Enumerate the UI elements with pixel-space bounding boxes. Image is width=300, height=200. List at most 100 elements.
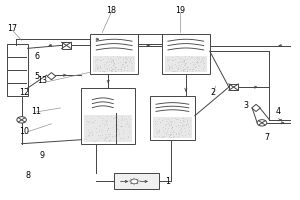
Point	[95, 67, 100, 70]
Text: 11: 11	[32, 107, 41, 116]
Point	[154, 127, 158, 130]
Point	[165, 126, 170, 130]
Point	[159, 135, 164, 138]
Point	[199, 59, 204, 62]
Point	[110, 60, 115, 63]
Point	[115, 55, 119, 58]
Point	[114, 136, 118, 139]
Point	[190, 60, 194, 63]
Point	[104, 122, 109, 126]
Point	[124, 117, 129, 120]
Point	[167, 122, 172, 125]
Point	[99, 130, 103, 133]
Point	[103, 135, 108, 138]
Point	[104, 120, 109, 123]
Point	[172, 70, 177, 73]
Point	[172, 116, 177, 119]
Point	[121, 137, 126, 140]
Point	[186, 124, 190, 127]
Point	[180, 124, 185, 127]
Point	[167, 130, 172, 133]
Point	[116, 67, 120, 70]
Point	[176, 123, 181, 126]
Point	[182, 63, 187, 66]
Point	[184, 67, 189, 70]
Point	[98, 66, 102, 69]
Point	[180, 124, 184, 127]
Point	[99, 58, 103, 62]
Point	[154, 132, 159, 135]
Point	[184, 70, 189, 73]
Point	[109, 66, 114, 69]
Point	[168, 121, 173, 124]
Point	[163, 132, 168, 136]
Point	[98, 58, 103, 61]
Point	[169, 66, 174, 69]
Point	[129, 61, 134, 64]
Point	[171, 135, 176, 138]
Point	[170, 130, 175, 133]
Point	[182, 58, 186, 62]
Point	[185, 122, 190, 126]
Point	[173, 65, 178, 68]
Point	[107, 139, 112, 143]
Point	[197, 68, 202, 72]
Point	[187, 128, 191, 131]
Point	[182, 58, 187, 61]
Point	[93, 118, 98, 121]
Point	[94, 66, 99, 69]
Point	[165, 122, 170, 125]
Point	[104, 68, 109, 71]
Point	[169, 126, 174, 129]
Point	[182, 117, 187, 121]
Point	[186, 125, 191, 128]
Point	[87, 119, 92, 122]
Point	[195, 57, 200, 61]
Circle shape	[257, 120, 267, 126]
Point	[110, 60, 115, 63]
Point	[116, 68, 121, 71]
Point	[119, 119, 124, 122]
Point	[105, 126, 110, 129]
Point	[180, 61, 185, 64]
Point	[104, 66, 109, 70]
Point	[199, 56, 204, 60]
Point	[179, 128, 184, 132]
Bar	[7, 44, 28, 96]
Point	[157, 130, 162, 134]
Point	[105, 129, 110, 132]
Point	[158, 120, 162, 124]
Point	[128, 57, 132, 61]
Point	[99, 70, 104, 73]
Point	[111, 57, 116, 60]
Point	[176, 61, 181, 64]
Point	[164, 59, 169, 63]
Point	[125, 65, 130, 68]
Point	[167, 134, 172, 137]
Point	[97, 134, 102, 137]
Point	[113, 138, 118, 141]
Point	[202, 64, 206, 67]
Point	[195, 56, 200, 60]
Point	[118, 60, 123, 63]
Point	[125, 123, 130, 126]
Point	[86, 132, 91, 135]
Point	[192, 57, 197, 60]
Point	[190, 68, 195, 71]
Point	[119, 65, 124, 68]
Point	[200, 60, 205, 63]
Point	[110, 63, 115, 66]
Point	[167, 133, 172, 136]
Point	[106, 66, 111, 69]
Point	[190, 67, 195, 71]
Point	[120, 60, 125, 63]
Point	[106, 68, 111, 71]
Point	[118, 115, 123, 119]
Point	[178, 63, 183, 66]
Point	[108, 119, 112, 123]
Point	[195, 55, 200, 58]
Point	[104, 128, 109, 131]
Text: 7: 7	[264, 133, 269, 142]
Bar	[61, 42, 71, 49]
Point	[181, 119, 185, 123]
